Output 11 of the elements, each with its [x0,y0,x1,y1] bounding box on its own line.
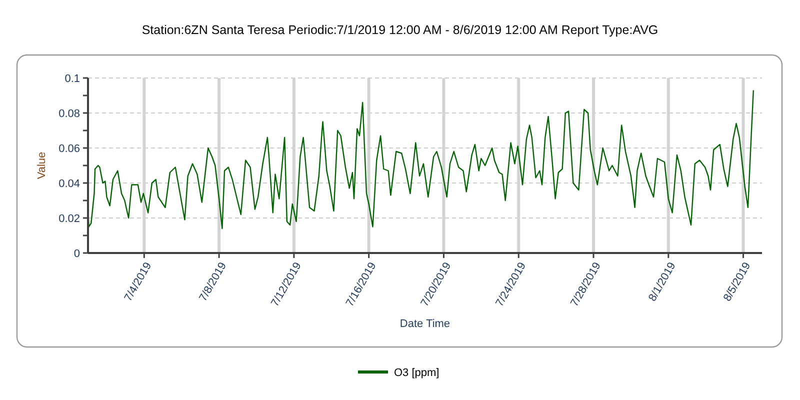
y-tick-label: 0.04 [58,178,80,190]
line-series [87,90,754,230]
x-axis-title: Date Time [400,318,450,330]
y-tick-label: 0.02 [58,212,80,225]
chart-title: Station:6ZN Santa Teresa Periodic:7/1/2019 12:00 AM - 8/6/2019 12:00 AM Report Type:AVG [142,23,658,37]
y-axis-title: Value [36,152,48,180]
y-tick-label: 0.08 [58,108,80,120]
y-tick-label: 0 [74,248,80,260]
y-tick-label: 0.06 [58,142,80,155]
legend-label: O3 [ppm] [394,366,440,379]
y-tick-label: 0.1 [64,72,80,85]
